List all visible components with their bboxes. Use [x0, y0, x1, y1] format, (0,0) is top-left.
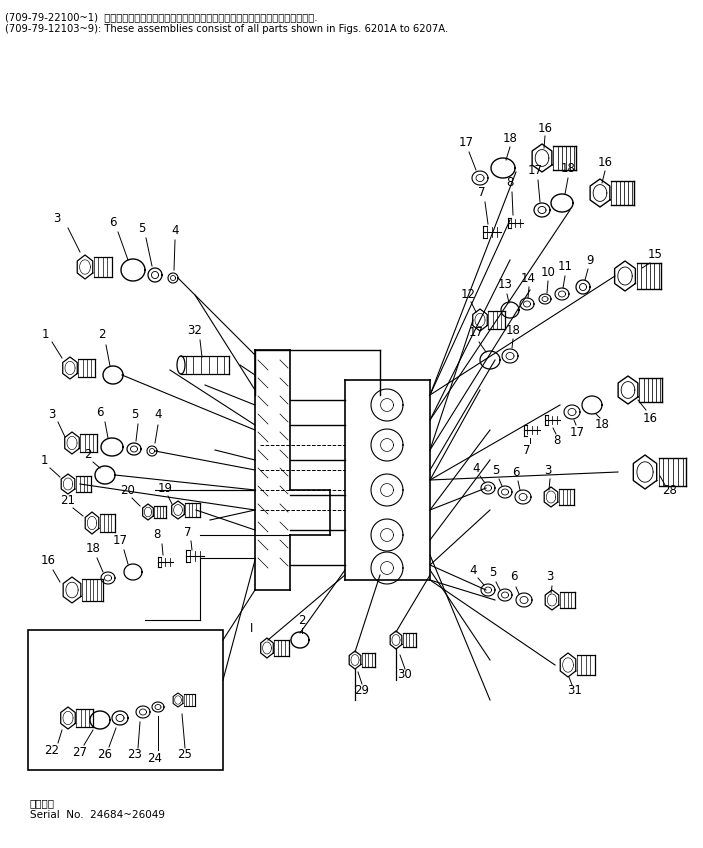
Text: 4: 4 — [469, 564, 477, 577]
Text: 4: 4 — [154, 409, 162, 421]
Text: 20: 20 — [120, 483, 136, 496]
Text: 1: 1 — [40, 454, 48, 466]
Text: 11: 11 — [557, 260, 572, 274]
Text: 6: 6 — [96, 405, 104, 419]
Text: 16: 16 — [598, 157, 612, 170]
Text: 5: 5 — [131, 409, 138, 421]
Text: 3: 3 — [53, 211, 60, 225]
Text: 6: 6 — [512, 466, 520, 478]
Text: 3: 3 — [546, 571, 554, 583]
Text: 2: 2 — [298, 613, 306, 627]
Text: 27: 27 — [72, 745, 87, 758]
Text: 8: 8 — [153, 528, 161, 542]
Text: 16: 16 — [538, 121, 553, 135]
Text: 10: 10 — [541, 265, 555, 278]
Text: 17: 17 — [458, 137, 474, 149]
Text: 17: 17 — [112, 533, 127, 546]
Text: 18: 18 — [86, 542, 101, 555]
Text: 18: 18 — [505, 323, 520, 337]
Text: 13: 13 — [498, 278, 512, 292]
Text: 6: 6 — [109, 215, 117, 228]
Text: 通用号機: 通用号機 — [30, 798, 55, 808]
Text: 4: 4 — [472, 461, 479, 475]
Text: 19: 19 — [157, 482, 172, 494]
Text: 18: 18 — [595, 419, 610, 432]
Text: 16: 16 — [41, 554, 56, 566]
Text: (709-79-12103~9): These assemblies consist of all parts shown in Figs. 6201A to : (709-79-12103~9): These assemblies consi… — [5, 24, 449, 34]
Text: 5: 5 — [492, 464, 500, 477]
Text: 7: 7 — [184, 527, 192, 539]
Text: 25: 25 — [178, 749, 193, 762]
Text: 8: 8 — [506, 176, 514, 189]
Text: 32: 32 — [188, 323, 202, 337]
Text: 26: 26 — [98, 747, 112, 761]
Text: 22: 22 — [44, 744, 60, 756]
Text: 15: 15 — [647, 248, 662, 261]
Text: Serial  No.  24684~26049: Serial No. 24684~26049 — [30, 810, 165, 820]
Text: 12: 12 — [460, 287, 475, 300]
Text: 2: 2 — [98, 328, 105, 342]
Text: 23: 23 — [127, 749, 143, 762]
Text: 8: 8 — [553, 433, 561, 447]
Text: 18: 18 — [503, 131, 517, 144]
Text: 5: 5 — [489, 566, 497, 579]
Text: 24: 24 — [148, 751, 162, 765]
Text: (709-79-22100~1)  これらのアセンブリの構成部品は第６２０１圖から第６２０７圖まで含みます.: (709-79-22100~1) これらのアセンブリの構成部品は第６２０１圖から… — [5, 12, 318, 22]
Text: 28: 28 — [662, 483, 678, 496]
Text: 3: 3 — [49, 409, 56, 421]
Text: 30: 30 — [398, 668, 413, 682]
Text: 5: 5 — [138, 221, 146, 235]
Text: 21: 21 — [60, 494, 75, 506]
Text: 7: 7 — [523, 444, 531, 456]
Text: 3: 3 — [544, 464, 552, 477]
Text: 17: 17 — [468, 326, 484, 339]
Text: 17: 17 — [569, 426, 584, 438]
Text: 17: 17 — [527, 164, 543, 176]
Text: 7: 7 — [478, 187, 486, 199]
Text: 6: 6 — [510, 571, 517, 583]
Text: 14: 14 — [520, 271, 536, 284]
Text: 31: 31 — [567, 683, 583, 696]
Text: 2: 2 — [84, 449, 92, 461]
Text: I: I — [250, 622, 254, 634]
Text: 9: 9 — [586, 254, 594, 266]
Text: 1: 1 — [41, 328, 49, 342]
Bar — [28, 630, 223, 770]
Text: 16: 16 — [643, 411, 657, 425]
Text: 29: 29 — [354, 683, 370, 696]
Text: 4: 4 — [172, 224, 179, 237]
Text: 18: 18 — [560, 161, 576, 175]
